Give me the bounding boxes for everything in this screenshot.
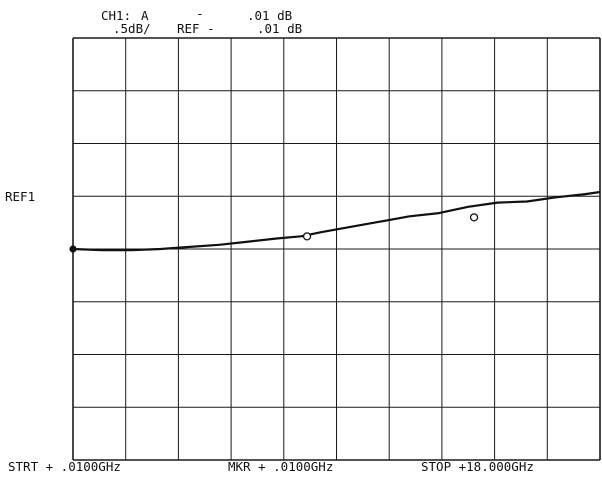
ref1-label: REF1 — [5, 189, 36, 204]
scale-per-division-label: .5dB/ — [113, 21, 151, 36]
marker-readout-value: .01 dB — [247, 8, 293, 23]
trace-marker — [302, 232, 312, 241]
parameter-label: A — [141, 8, 149, 23]
stop-frequency-label: STOP +18.000GHz — [421, 459, 534, 474]
measurement-trace — [72, 190, 601, 252]
trace-markers — [302, 213, 479, 241]
reference-value: .01 dB — [257, 21, 303, 36]
trace-marker — [469, 213, 479, 222]
reference-label: REF - — [177, 21, 215, 36]
start-frequency-label: STRT + .0100GHz — [8, 459, 121, 474]
channel-label: CH1: — [101, 8, 132, 23]
reference-marker — [69, 245, 77, 253]
marker-frequency-label: MKR + .0100GHz — [228, 459, 334, 474]
dash-label: - — [196, 6, 204, 21]
ref1-marker-dot — [69, 245, 77, 253]
graticule — [72, 37, 601, 461]
